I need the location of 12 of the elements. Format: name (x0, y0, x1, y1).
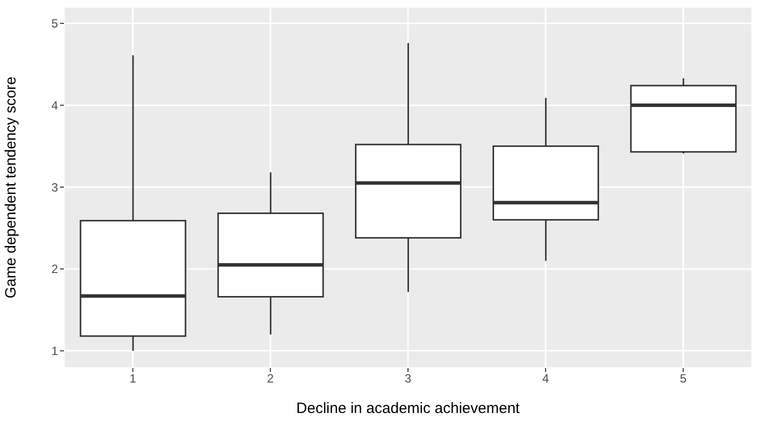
x-axis-title: Decline in academic achievement (296, 400, 521, 417)
y-tick-label: 5 (51, 16, 58, 31)
y-tick-label: 1 (51, 344, 58, 358)
x-tick-label: 4 (542, 372, 550, 386)
x-tick-label: 3 (404, 372, 412, 386)
x-tick-label: 1 (129, 372, 136, 386)
y-axis-title: Game dependent tendency score (2, 76, 20, 298)
x-tick-label: 5 (680, 372, 687, 386)
y-tick-label: 2 (51, 262, 58, 276)
x-tick-label: 2 (267, 372, 274, 386)
y-tick-label: 4 (51, 98, 58, 112)
y-tick-label: 3 (51, 180, 58, 194)
